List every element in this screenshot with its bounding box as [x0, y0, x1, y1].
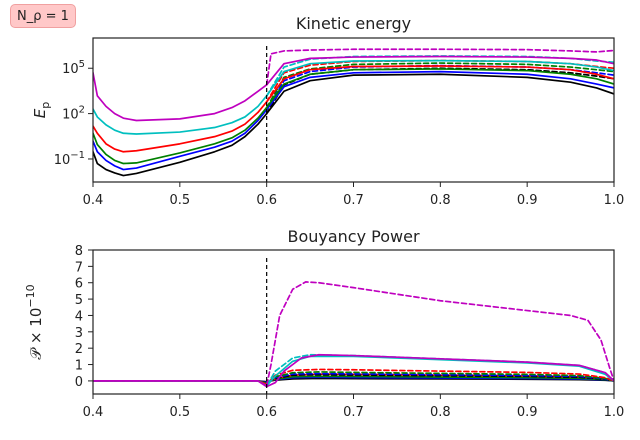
y-tick-label: 2	[75, 342, 83, 357]
series-line	[93, 100, 268, 153]
y-tick-label: 1	[75, 359, 83, 374]
y-tick-label: 7	[75, 260, 83, 275]
x-tick-label: 0.6	[256, 193, 277, 208]
buoyancy-power-panel: Bouyancy Power 0.4 0.5 0.6 0.7 0.8 0.9 1.0 01 23 4…	[24, 227, 624, 420]
x-tick-label: 0.5	[169, 405, 190, 420]
series-line	[265, 62, 614, 109]
y-tick-label: 105	[62, 59, 85, 77]
y-tick-label: 6	[75, 277, 83, 292]
x-tick-label: 0.7	[343, 193, 364, 208]
y-axis-label: Ep	[31, 102, 52, 118]
x-tick-label: 0.5	[169, 193, 190, 208]
series-line	[265, 55, 614, 86]
x-tick-label: 0.8	[430, 405, 451, 420]
series-line	[93, 112, 268, 177]
y-axis-label: 𝒫 × 10−10	[24, 284, 45, 359]
y-tick-label: 0	[75, 375, 83, 390]
series-line	[93, 353, 614, 388]
x-tick-label: 0.8	[430, 193, 451, 208]
series-line	[93, 108, 268, 171]
x-tick-label: 0.4	[83, 193, 104, 208]
x-tick-label: 0.4	[83, 405, 104, 420]
series-line	[93, 281, 614, 387]
series-line	[265, 70, 614, 111]
series-line	[93, 94, 268, 135]
series-line	[265, 73, 614, 115]
y-tick-label: 102	[62, 105, 85, 123]
y-tick-label: 8	[75, 244, 83, 259]
kinetic-energy-panel: Kinetic energy 0.4 0.5 0.6 0.7 0.8 0.9 1.0 10−1 1…	[31, 14, 624, 208]
chart-title: Kinetic energy	[296, 14, 411, 33]
y-tick-label: 3	[75, 326, 83, 341]
y-tick-label: 10−1	[54, 150, 85, 168]
series-line	[265, 59, 614, 97]
series-group	[93, 48, 614, 177]
series-line	[93, 71, 268, 122]
x-tick-label: 0.6	[256, 405, 277, 420]
y-tick-label: 4	[75, 309, 83, 324]
n-rho-annotation: N_ρ = 1	[10, 4, 76, 28]
chart-title: Bouyancy Power	[287, 227, 419, 246]
x-tick-label: 0.7	[343, 405, 364, 420]
series-line	[93, 106, 268, 165]
series-line	[265, 48, 614, 86]
x-tick-label: 1.0	[604, 193, 625, 208]
axes-frame	[92, 37, 615, 183]
series-line	[265, 68, 614, 109]
series-group	[93, 281, 614, 388]
x-tick-label: 0.9	[517, 193, 538, 208]
series-line	[265, 65, 614, 103]
x-tick-label: 0.9	[517, 405, 538, 420]
series-line	[93, 368, 614, 386]
y-tick-label: 5	[75, 293, 83, 308]
n-rho-annotation-text: N_ρ = 1	[17, 9, 69, 24]
x-tick-label: 1.0	[604, 405, 625, 420]
axes-frame	[92, 249, 615, 395]
